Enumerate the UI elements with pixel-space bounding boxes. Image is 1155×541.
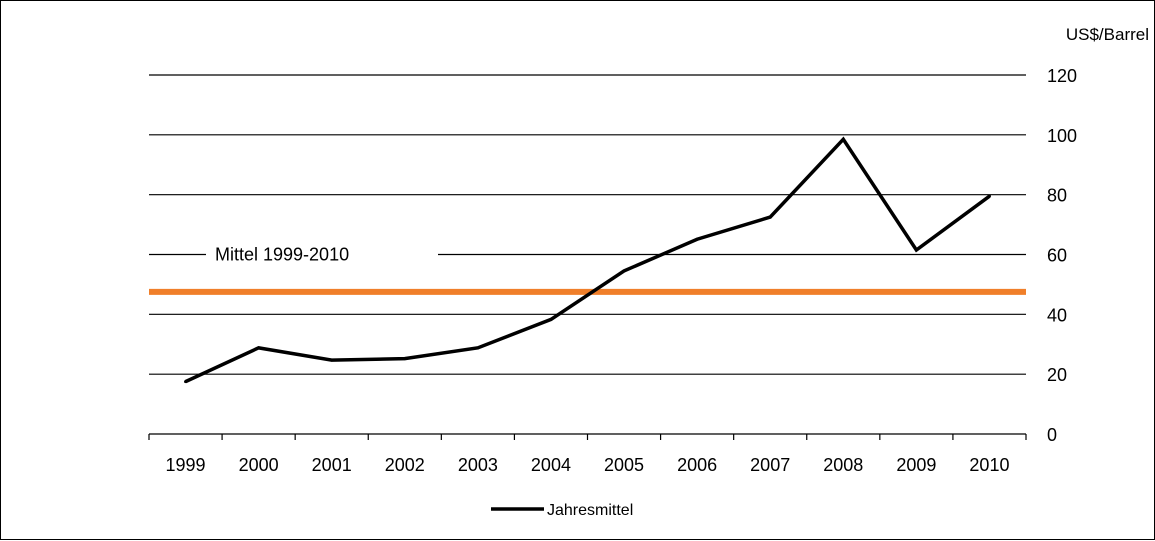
legend-label: Jahresmittel bbox=[547, 502, 633, 519]
data-point-2004 bbox=[549, 317, 553, 321]
x-tick-label-2000: 2000 bbox=[239, 455, 279, 475]
y-tick-label-60: 60 bbox=[1047, 246, 1067, 266]
x-tick-label-2006: 2006 bbox=[677, 455, 717, 475]
y-unit-label: US$/Barrel bbox=[1066, 25, 1149, 44]
x-tick-label-2010: 2010 bbox=[969, 455, 1009, 475]
x-tick-label-1999: 1999 bbox=[166, 455, 206, 475]
data-point-2007 bbox=[768, 215, 772, 219]
gridlines bbox=[149, 74, 1026, 375]
data-series bbox=[184, 136, 991, 384]
reference-line-label: Mittel 1999-2010 bbox=[215, 245, 349, 265]
series-line-jahresmittel bbox=[184, 136, 991, 384]
data-point-2008 bbox=[841, 137, 845, 141]
y-tick-label-20: 20 bbox=[1047, 365, 1067, 385]
x-tick-label-2007: 2007 bbox=[750, 455, 790, 475]
data-point-2000 bbox=[257, 346, 261, 350]
x-tick-label-2004: 2004 bbox=[531, 455, 571, 475]
x-tick-label-2009: 2009 bbox=[896, 455, 936, 475]
y-axis-tick-labels: 0 20 40 60 80 100 120 bbox=[1047, 66, 1077, 445]
data-point-1999 bbox=[184, 380, 188, 384]
x-tick-label-2008: 2008 bbox=[823, 455, 863, 475]
data-point-2005 bbox=[622, 269, 626, 273]
x-tick-label-2003: 2003 bbox=[458, 455, 498, 475]
x-axis-tick-labels: 1999 2000 2001 2002 2003 2004 2005 2006 2007 2008… bbox=[166, 455, 1010, 475]
x-tick-label-2001: 2001 bbox=[312, 455, 352, 475]
x-axis bbox=[148, 433, 1027, 440]
y-tick-label-100: 100 bbox=[1047, 126, 1077, 146]
legend: Jahresmittel bbox=[491, 502, 633, 519]
data-point-2006 bbox=[695, 237, 699, 241]
y-tick-label-40: 40 bbox=[1047, 305, 1067, 325]
x-tick-label-2002: 2002 bbox=[385, 455, 425, 475]
data-point-2003 bbox=[476, 346, 480, 350]
x-tick-label-2005: 2005 bbox=[604, 455, 644, 475]
y-tick-label-0: 0 bbox=[1047, 425, 1057, 445]
data-point-2002 bbox=[403, 357, 407, 361]
reference-lines: Mittel 1999-2010 bbox=[149, 241, 1026, 295]
data-point-2009 bbox=[914, 248, 918, 252]
reference-label-background bbox=[206, 241, 438, 268]
y-tick-label-80: 80 bbox=[1047, 186, 1067, 206]
data-point-2001 bbox=[330, 358, 334, 362]
data-point-2010 bbox=[987, 194, 991, 198]
y-tick-label-120: 120 bbox=[1047, 66, 1077, 86]
